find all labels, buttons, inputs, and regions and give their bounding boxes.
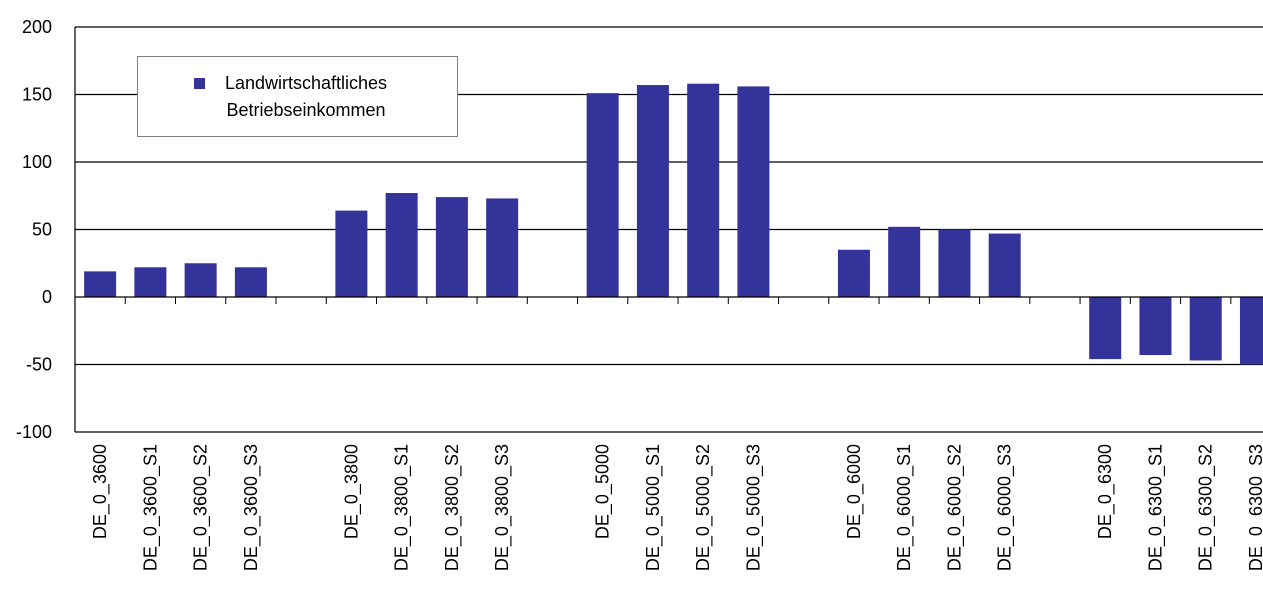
x-tick-label: DE_0_3600 xyxy=(90,444,111,539)
x-tick-label: DE_0_5000_S2 xyxy=(693,444,714,571)
x-tick-label: DE_0_3600_S1 xyxy=(140,444,161,571)
y-axis-tick-labels: 200 150 100 50 0 -50 -100 xyxy=(16,17,52,442)
x-axis xyxy=(74,27,1263,432)
x-tick-label: DE_0_3600_S2 xyxy=(191,444,212,571)
x-tick-label: DE_0_6300_S3 xyxy=(1246,444,1263,571)
bar xyxy=(1239,297,1263,365)
x-tick-label: DE_0_6000_S3 xyxy=(995,444,1016,571)
bar xyxy=(435,197,468,297)
bar xyxy=(888,226,921,297)
bar xyxy=(335,210,368,297)
bar xyxy=(134,267,167,297)
y-tick-label: 150 xyxy=(22,85,52,105)
x-tick-label: DE_0_5000_S3 xyxy=(743,444,764,571)
bar xyxy=(636,85,669,297)
bar xyxy=(938,229,971,297)
x-tick-label: DE_0_3800 xyxy=(341,444,362,539)
legend-swatch xyxy=(194,77,205,89)
legend: Landwirtschaftliches Betriebseinkommen xyxy=(137,56,458,137)
bar xyxy=(687,83,720,297)
x-tick-label: DE_0_6300_S2 xyxy=(1196,444,1217,571)
x-tick-label: DE_0_6300 xyxy=(1095,444,1116,539)
bar xyxy=(1139,297,1172,356)
bars xyxy=(84,83,1263,365)
bar xyxy=(486,198,519,297)
x-tick-label: DE_0_3600_S3 xyxy=(241,444,262,571)
legend-label: Landwirtschaftliches Betriebseinkommen xyxy=(224,72,388,120)
x-tick-label: DE_0_6000_S2 xyxy=(944,444,965,571)
x-tick-label: DE_0_5000_S1 xyxy=(643,444,664,571)
bar xyxy=(586,93,619,298)
y-tick-label: -100 xyxy=(16,422,52,442)
bar xyxy=(1189,297,1222,361)
bar xyxy=(988,233,1021,297)
bar xyxy=(385,193,418,297)
x-axis-tick-labels: DE_0_3600 DE_0_3600_S1 DE_0_3600_S2 DE_0_36… xyxy=(90,444,1263,571)
bar xyxy=(1089,297,1122,360)
bar xyxy=(737,86,770,298)
x-tick-label: DE_0_5000 xyxy=(593,444,614,539)
y-tick-label: 200 xyxy=(22,17,52,37)
bar xyxy=(837,249,870,297)
x-tick-label: DE_0_3800_S1 xyxy=(392,444,413,571)
bar xyxy=(184,263,217,297)
x-tick-label: DE_0_3800_S3 xyxy=(492,444,513,571)
x-tick-label: DE_0_3800_S2 xyxy=(442,444,463,571)
y-tick-label: 50 xyxy=(32,220,52,240)
bar xyxy=(84,271,117,297)
x-tick-label: DE_0_6000 xyxy=(844,444,865,539)
x-tick-label: DE_0_6300_S1 xyxy=(1145,444,1166,571)
x-tick-label: DE_0_6000_S1 xyxy=(894,444,915,571)
y-tick-label: -50 xyxy=(26,355,52,375)
y-tick-label: 0 xyxy=(42,287,52,307)
y-tick-label: 100 xyxy=(22,152,52,172)
bar xyxy=(234,267,267,297)
